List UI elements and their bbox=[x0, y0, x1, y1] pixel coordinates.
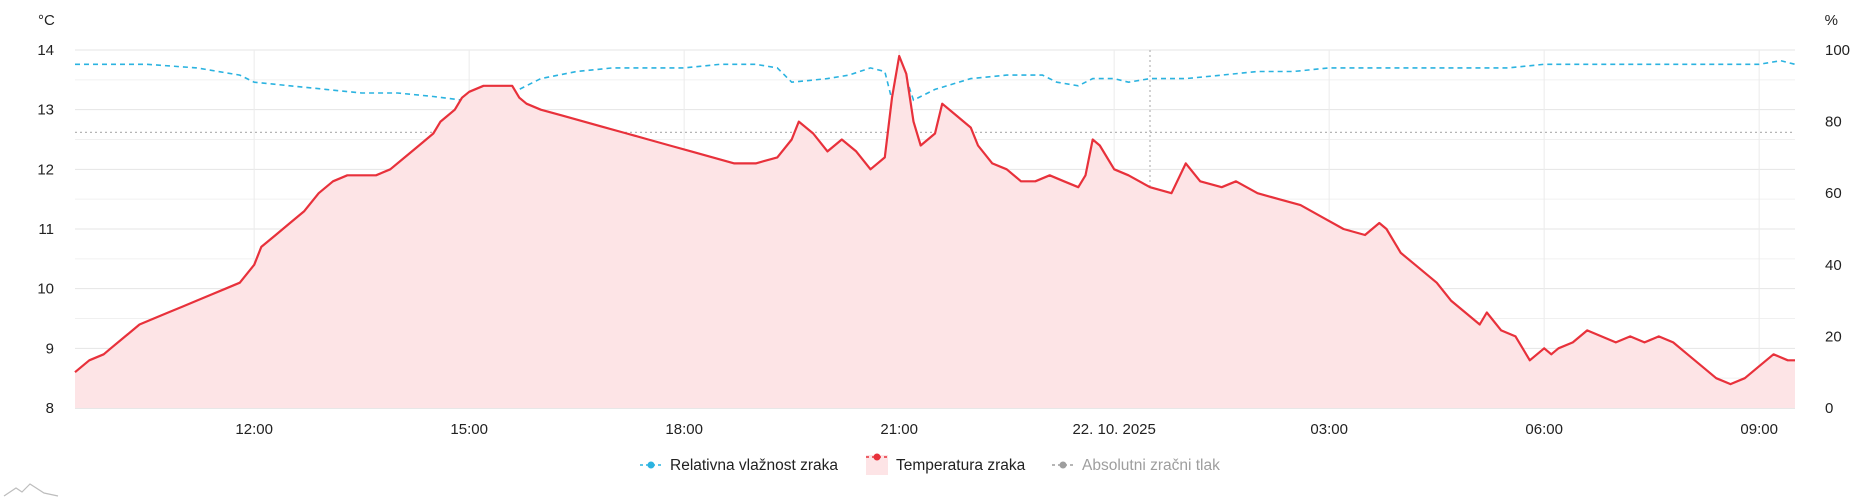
legend-label: Temperatura zraka bbox=[896, 457, 1026, 474]
y-left-tick-label: 11 bbox=[38, 221, 54, 238]
x-tick-label: 12:00 bbox=[235, 421, 273, 438]
legend-item[interactable]: Relativna vlažnost zraka bbox=[640, 457, 838, 474]
y-left-tick-label: 10 bbox=[37, 281, 54, 298]
legend-swatch-dot bbox=[647, 461, 655, 469]
y-left-tick-label: 9 bbox=[46, 340, 54, 357]
legend-swatch-area bbox=[866, 455, 888, 475]
y-left-tick-label: 8 bbox=[46, 400, 54, 417]
legend-label: Relativna vlažnost zraka bbox=[670, 457, 838, 474]
series bbox=[74, 54, 1796, 408]
mountain-icon bbox=[3, 483, 59, 497]
y-right-tick-label: 0 bbox=[1825, 400, 1833, 417]
y-left-unit: °C bbox=[38, 12, 55, 29]
y-left-tick-label: 12 bbox=[37, 161, 54, 178]
legend[interactable]: Relativna vlažnost zraka Temperatura zrak… bbox=[640, 453, 1220, 476]
legend-swatch-dot bbox=[1059, 461, 1067, 469]
x-tick-label: 21:00 bbox=[880, 421, 918, 438]
series-line-temperature bbox=[74, 54, 1795, 386]
legend-swatch-dot bbox=[873, 453, 881, 461]
y-left-tick-label: 13 bbox=[37, 102, 54, 119]
y-right-tick-label: 60 bbox=[1825, 185, 1842, 202]
y-right-tick-label: 40 bbox=[1825, 257, 1842, 274]
x-tick-label: 22. 10. 2025 bbox=[1072, 421, 1155, 438]
legend-label: Absolutni zračni tlak bbox=[1082, 457, 1220, 474]
y-right-tick-label: 100 bbox=[1825, 42, 1850, 59]
y-right-unit: % bbox=[1825, 12, 1838, 29]
legend-item[interactable]: Temperatura zraka bbox=[866, 453, 1026, 476]
x-tick-label: 15:00 bbox=[450, 421, 488, 438]
x-tick-label: 18:00 bbox=[665, 421, 703, 438]
series-area-temperature bbox=[75, 56, 1795, 408]
legend-item[interactable]: Absolutni zračni tlak bbox=[1052, 457, 1220, 474]
x-tick-label: 06:00 bbox=[1525, 421, 1563, 438]
y-right-tick-label: 80 bbox=[1825, 114, 1842, 131]
series-line-humidity bbox=[75, 59, 1796, 103]
y-right-tick-label: 20 bbox=[1825, 328, 1842, 345]
y-left-tick-label: 14 bbox=[37, 42, 54, 59]
x-tick-label: 09:00 bbox=[1740, 421, 1778, 438]
axes: °C % 8 9 10 11 12 13 14 0 20 40 60 80 100 12:00 15:00 18:… bbox=[37, 12, 1850, 438]
x-tick-label: 03:00 bbox=[1310, 421, 1348, 438]
